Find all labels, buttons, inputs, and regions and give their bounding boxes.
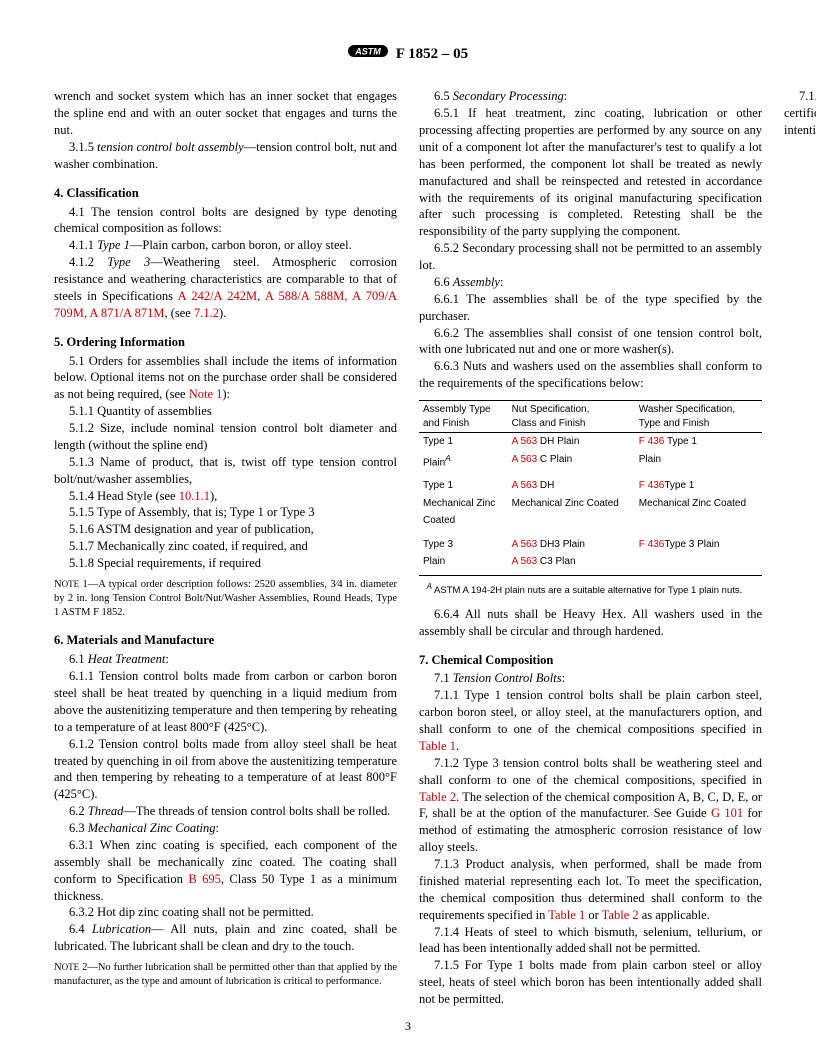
th-assembly: Assembly Typeand Finish	[419, 401, 508, 433]
p-51: 5.1 Orders for assemblies shall include …	[54, 353, 397, 404]
p-3-intro: wrench and socket system which has an in…	[54, 88, 397, 139]
p-714: 7.1.4 Heats of steel to which bismuth, s…	[419, 924, 762, 958]
p-512: 5.1.2 Size, include nominal tension cont…	[54, 420, 397, 454]
p-65: 6.5 Secondary Processing:	[419, 88, 762, 105]
p-511: 5.1.1 Quantity of assemblies	[54, 403, 397, 420]
p-713: 7.1.3 Product analysis, when performed, …	[419, 856, 762, 924]
p-661: 6.6.1 The assemblies shall be of the typ…	[419, 291, 762, 325]
ref-table1a[interactable]: Table 1	[419, 739, 456, 753]
p-516: 5.1.6 ASTM designation and year of publi…	[54, 521, 397, 538]
p-61: 6.1 Heat Treatment:	[54, 651, 397, 668]
table-footnote: A ASTM A 194-2H plain nuts are a suitabl…	[419, 582, 762, 598]
assembly-table: Assembly Typeand Finish Nut Specificatio…	[419, 400, 762, 576]
p-652: 6.5.2 Secondary processing shall not be …	[419, 240, 762, 274]
p-611: 6.1.1 Tension control bolts made from ca…	[54, 668, 397, 736]
p-64: 6.4 Lubrication— All nuts, plain and zin…	[54, 921, 397, 955]
page-header: ASTM F 1852 – 05	[54, 42, 762, 66]
table-row: Type 1A 563 DH PlainF 436 Type 1	[419, 433, 762, 451]
p-71: 7.1 Tension Control Bolts:	[419, 670, 762, 687]
p-518: 5.1.8 Special requirements, if required	[54, 555, 397, 572]
ref-table2b[interactable]: Table 2	[602, 908, 639, 922]
th-washer: Washer Specification,Type and Finish	[635, 401, 762, 433]
p-513: 5.1.3 Name of product, that is, twist of…	[54, 454, 397, 488]
p-716: 7.1.6 Compliance with 7.1.4 and 7.1.5 sh…	[784, 88, 816, 139]
ref-712[interactable]: 7.1.2	[194, 306, 219, 320]
p-41: 4.1 The tension control bolts are design…	[54, 204, 397, 238]
p-517: 5.1.7 Mechanically zinc coated, if requi…	[54, 538, 397, 555]
p-515: 5.1.5 Type of Assembly, that is; Type 1 …	[54, 504, 397, 521]
p-662: 6.6.2 The assemblies shall consist of on…	[419, 325, 762, 359]
designation: F 1852 – 05	[396, 44, 468, 64]
p-612: 6.1.2 Tension control bolts made from al…	[54, 736, 397, 804]
svg-text:ASTM: ASTM	[354, 47, 381, 57]
table-row: Mechanical ZincMechanical Zinc CoatedMec…	[419, 495, 762, 513]
p-62: 6.2 Thread—The threads of tension contro…	[54, 803, 397, 820]
sec-5-head: 5. Ordering Information	[54, 334, 397, 351]
p-631: 6.3.1 When zinc coating is specified, ea…	[54, 837, 397, 905]
ref-1011[interactable]: 10.1.1	[179, 489, 210, 503]
ref-table2a[interactable]: Table 2	[419, 790, 456, 804]
table-row: Coated	[419, 512, 762, 530]
ref-g101[interactable]: G 101	[711, 806, 743, 820]
sec-6-head: 6. Materials and Manufacture	[54, 632, 397, 649]
p-712: 7.1.2 Type 3 tension control bolts shall…	[419, 755, 762, 856]
p-66: 6.6 Assembly:	[419, 274, 762, 291]
table-row: PlainA 563 C3 Plan	[419, 553, 762, 575]
table-row: Type 3A 563 DH3 PlainF 436Type 3 Plain	[419, 536, 762, 554]
p-711: 7.1.1 Type 1 tension control bolts shall…	[419, 687, 762, 755]
note-1: NOTE 1—A typical order description follo…	[54, 578, 397, 621]
p-514: 5.1.4 Head Style (see 10.1.1),	[54, 488, 397, 505]
sec-7-head: 7. Chemical Composition	[419, 652, 762, 669]
p-664: 6.6.4 All nuts shall be Heavy Hex. All w…	[419, 606, 762, 640]
table-row: PlainAA 563 C PlainPlain	[419, 451, 762, 472]
p-315: 3.1.5 tension control bolt assembly—tens…	[54, 139, 397, 173]
p-412: 4.1.2 Type 3—Weathering steel. Atmospher…	[54, 254, 397, 322]
p-632: 6.3.2 Hot dip zinc coating shall not be …	[54, 904, 397, 921]
p-651: 6.5.1 If heat treatment, zinc coating, l…	[419, 105, 762, 240]
page-number: 3	[0, 1018, 816, 1034]
p-63: 6.3 Mechanical Zinc Coating:	[54, 820, 397, 837]
p-715: 7.1.5 For Type 1 bolts made from plain c…	[419, 957, 762, 1008]
p-663: 6.6.3 Nuts and washers used on the assem…	[419, 358, 762, 392]
content-columns: wrench and socket system which has an in…	[54, 88, 762, 1008]
ref-b695[interactable]: B 695	[188, 872, 221, 886]
table-body: Type 1A 563 DH PlainF 436 Type 1PlainAA …	[419, 433, 762, 576]
sec-4-head: 4. Classification	[54, 185, 397, 202]
table-row: Type 1A 563 DHF 436Type 1	[419, 477, 762, 495]
note-2: NOTE 2—No further lubrication shall be p…	[54, 961, 397, 989]
astm-logo: ASTM	[348, 42, 388, 66]
ref-table1b[interactable]: Table 1	[548, 908, 585, 922]
p-411: 4.1.1 Type 1—Plain carbon, carbon boron,…	[54, 237, 397, 254]
assembly-table-block: Assembly Typeand Finish Nut Specificatio…	[419, 400, 762, 598]
ref-note1[interactable]: Note 1	[189, 387, 223, 401]
th-nut: Nut Specification,Class and Finish	[508, 401, 635, 433]
